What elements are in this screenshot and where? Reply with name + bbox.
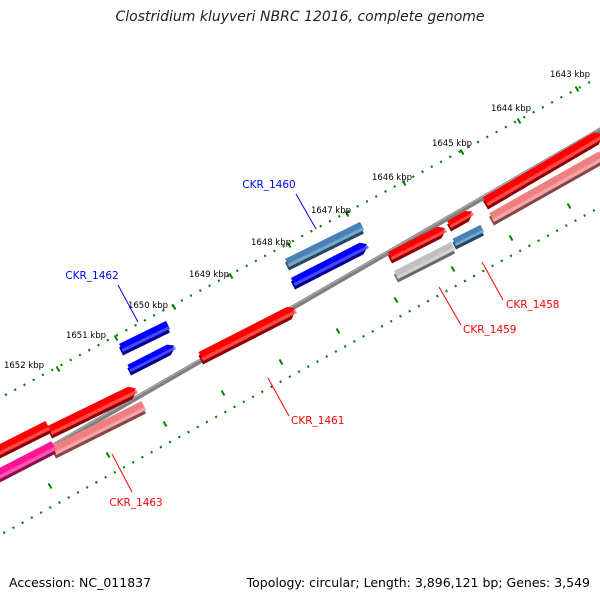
gene-label: CKR_1461 bbox=[291, 415, 344, 427]
gene-bar-reverse bbox=[285, 221, 364, 271]
gene-highlight bbox=[396, 247, 455, 279]
gene-highlight bbox=[390, 229, 447, 260]
tick-label: 1650 kbp bbox=[128, 301, 168, 311]
gene-face bbox=[51, 401, 146, 455]
gene-bar-pseudo bbox=[393, 241, 455, 283]
gene-bar-reverse bbox=[119, 320, 170, 356]
gene-leader-line bbox=[481, 261, 504, 301]
outer-major-tick bbox=[401, 179, 407, 187]
tick-label: 1645 kbp bbox=[432, 139, 472, 149]
gene-label: CKR_1459 bbox=[463, 324, 516, 336]
tick-label: 1646 kbp bbox=[372, 173, 412, 183]
outer-major-tick bbox=[574, 85, 580, 93]
outer-major-tick bbox=[516, 117, 522, 125]
outer-major-tick bbox=[228, 272, 234, 280]
outer-major-tick bbox=[55, 365, 61, 373]
tick-rulers bbox=[0, 81, 600, 536]
inner-major-tick bbox=[105, 451, 111, 459]
backbone-highlight bbox=[0, 128, 600, 476]
gene-label: CKR_1460 bbox=[242, 179, 295, 191]
gene-bar-forward bbox=[447, 210, 474, 232]
gene-label: CKR_1462 bbox=[65, 270, 118, 282]
gene-bar-reverse bbox=[452, 224, 484, 250]
gene-leader-line bbox=[438, 286, 462, 326]
tick-label: 1643 kbp bbox=[550, 70, 590, 80]
tick-label: 1649 kbp bbox=[189, 270, 229, 280]
gene-bar-forward bbox=[387, 226, 447, 264]
outer-major-tick bbox=[286, 241, 292, 249]
gene-labels: CKR_1458 CKR_1459 CKR_1460 CKR_1461 CKR_1462… bbox=[65, 179, 559, 509]
gene-leader-line bbox=[295, 193, 317, 230]
gene-label: CKR_1463 bbox=[109, 497, 162, 509]
gene-highlight bbox=[54, 406, 146, 455]
gene-highlight bbox=[0, 446, 56, 479]
gene-leader-line bbox=[267, 377, 290, 417]
tick-label: 1652 kbp bbox=[4, 361, 44, 371]
gene-face bbox=[482, 132, 600, 206]
inner-major-tick bbox=[566, 202, 572, 210]
outer-major-tick bbox=[171, 303, 177, 311]
gene-highlight bbox=[492, 158, 600, 222]
genome-summary: Topology: circular; Length: 3,896,121 bp… bbox=[246, 575, 590, 590]
gene-bar-forward bbox=[482, 132, 600, 210]
gene-leader-line bbox=[111, 453, 133, 493]
tick-label: 1647 kbp bbox=[311, 206, 351, 216]
gene-highlight bbox=[0, 426, 50, 455]
tick-label: 1644 kbp bbox=[491, 104, 531, 114]
inner-major-tick bbox=[393, 296, 399, 304]
outer-major-tick bbox=[113, 334, 119, 342]
gene-bar-forward bbox=[47, 386, 138, 439]
gene-label: CKR_1458 bbox=[506, 299, 559, 311]
outer-major-tick bbox=[344, 210, 350, 218]
gene-highlight bbox=[50, 389, 138, 435]
inner-major-tick bbox=[47, 482, 53, 490]
gene-highlight bbox=[293, 245, 369, 286]
gene-bar-forward bbox=[489, 151, 600, 226]
inner-major-tick bbox=[162, 420, 168, 428]
gene-bar-forward bbox=[51, 401, 146, 459]
gene-leader-line bbox=[117, 284, 139, 323]
gene-bar-forward bbox=[198, 306, 297, 365]
inner-major-tick bbox=[220, 389, 226, 397]
gene-highlight bbox=[454, 229, 484, 246]
gene-highlight bbox=[486, 136, 600, 206]
inner-major-tick bbox=[278, 358, 284, 366]
gene-features bbox=[0, 132, 600, 483]
inner-major-tick bbox=[508, 234, 514, 242]
gene-highlight bbox=[129, 346, 176, 372]
outer-major-tick bbox=[459, 148, 465, 156]
map-title: Clostridium kluyveri NBRC 12016, complet… bbox=[115, 9, 485, 25]
tick-label: 1648 kbp bbox=[251, 238, 291, 248]
gene-highlight bbox=[121, 326, 170, 352]
inner-major-tick bbox=[335, 327, 341, 335]
gene-highlight bbox=[287, 227, 364, 267]
gene-bar-forward bbox=[0, 441, 56, 483]
gene-bar-reverse bbox=[290, 242, 369, 290]
outer-ruler-dots bbox=[0, 81, 591, 400]
tick-label: 1651 kbp bbox=[66, 331, 106, 341]
inner-major-tick bbox=[450, 265, 456, 273]
gene-highlight bbox=[201, 309, 297, 361]
gene-face bbox=[393, 241, 455, 279]
tick-labels: 1643 kbp 1644 kbp 1645 kbp 1646 kbp 1647 kbp… bbox=[4, 70, 590, 371]
gene-highlight bbox=[449, 212, 474, 228]
gene-face bbox=[489, 151, 600, 222]
gene-bar-forward bbox=[0, 421, 50, 459]
gene-bar-reverse bbox=[127, 344, 176, 376]
accession-label: Accession: NC_011837 bbox=[9, 575, 152, 590]
